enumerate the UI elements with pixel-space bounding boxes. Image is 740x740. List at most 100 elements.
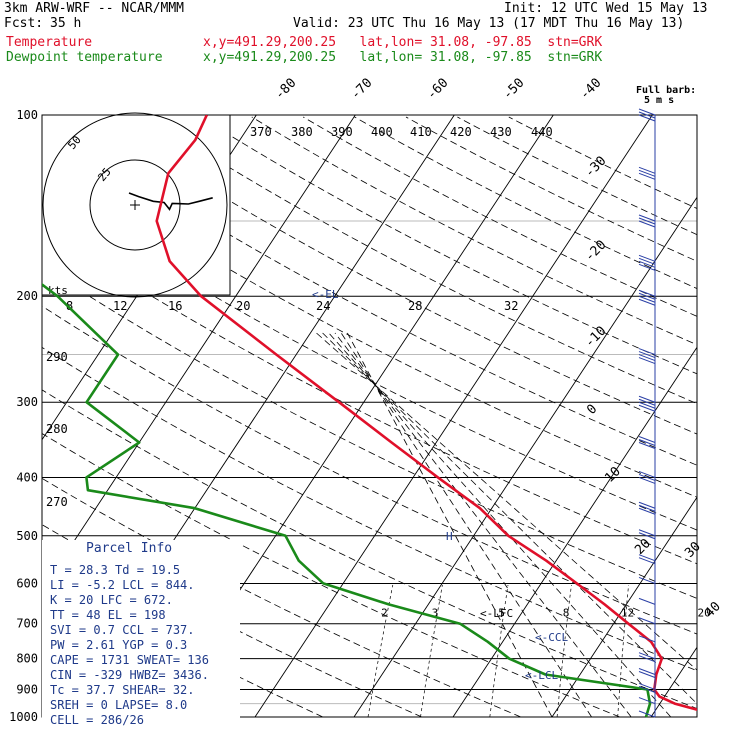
mixing-ratio-label: 3 (432, 607, 439, 620)
parcel-info-background (42, 540, 240, 730)
moist-adiabat (347, 332, 553, 718)
mixing-ratio-line (420, 584, 443, 718)
wind-barb (638, 108, 656, 116)
dewpoint-profile (42, 282, 652, 718)
moist-adiabat (328, 332, 672, 718)
wind-barb (638, 111, 656, 119)
isotherm-label: -70 (348, 76, 375, 103)
parcel-info-panel: Parcel Info T = 28.3 Td = 19.5LI = -5.2 L… (42, 540, 240, 730)
parcel-info-row: LI = -5.2 LCL = 844. (50, 578, 195, 592)
theta-label: 270 (46, 495, 68, 509)
pressure-label: 700 (16, 617, 38, 631)
parcel-info-row: T = 28.3 Td = 19.5 (50, 563, 180, 577)
parcel-info-row: CELL = 286/26 (50, 713, 144, 727)
wind-barb (638, 166, 656, 174)
wind-barb (638, 354, 656, 362)
speed-tick-label: 28 (408, 299, 422, 313)
wind-barb (638, 529, 656, 537)
theta-label: 290 (46, 350, 68, 364)
wind-barbs: Full barb:5 m s (636, 85, 696, 718)
speed-tick-label: 24 (316, 299, 330, 313)
mixing-ratio-line (556, 584, 572, 718)
wind-barb (638, 710, 656, 718)
wind-barb (638, 504, 656, 512)
theta-label: 400 (371, 125, 393, 139)
wind-barb (638, 357, 656, 365)
dry-adiabat (302, 116, 697, 317)
wind-barb (638, 685, 656, 693)
wind-barb (638, 292, 656, 300)
parcel-info-row: K = 20 LFC = 672. (50, 593, 173, 607)
barb-legend: 5 m s (644, 95, 674, 106)
wind-barb (638, 473, 656, 481)
wind-barb (638, 263, 656, 271)
mixing-ratio-label: 5 (498, 607, 505, 620)
dry-adiabat (97, 116, 697, 435)
valid-time: Valid: 23 UTC Thu 16 May 13 (17 MDT Thu … (293, 16, 685, 31)
wind-barb (638, 439, 656, 446)
parcel-info-row: PW = 2.61 YGP = 0.3 (50, 638, 187, 652)
hodograph-ring (42, 112, 228, 298)
wind-barb (638, 682, 656, 690)
wind-barb (638, 169, 656, 177)
theta-label: 420 (450, 125, 472, 139)
model-title: 3km ARW-WRF -- NCAR/MMM (4, 1, 185, 16)
isotherm-label: -40 (577, 76, 604, 103)
isotherm-label: -10 (582, 324, 609, 351)
theta-label: 390 (331, 125, 353, 139)
isotherm-line (551, 496, 697, 718)
wind-barb (638, 217, 656, 225)
wind-barb (638, 398, 656, 406)
moist-adiabat (316, 332, 697, 671)
moist-adiabat (340, 332, 592, 718)
pressure-label: 200 (16, 289, 38, 303)
mixing-ratio-line (617, 584, 629, 718)
isotherm-line (353, 196, 697, 718)
wind-barb (638, 697, 656, 705)
speed-tick-label: 16 (168, 299, 182, 313)
mixing-ratio-label: 2 (381, 607, 388, 620)
mixing-ratio-line (698, 585, 704, 717)
mixing-ratio-line (367, 584, 394, 718)
wind-barb (638, 557, 656, 565)
wind-barb (638, 404, 656, 412)
wind-barb (638, 220, 656, 228)
wind-barb (638, 254, 656, 262)
dry-adiabat (200, 116, 697, 375)
wind-barb (638, 351, 656, 359)
theta-label: 440 (531, 125, 553, 139)
parcel-info-row: SREH = 0 LAPSE= 8.0 (50, 698, 187, 712)
temperature-legend-label: Temperature (6, 35, 93, 50)
wind-barb (638, 442, 656, 449)
mixing-ratio-label: 8 (563, 607, 570, 620)
temperature-location-info: x,y=491.29,200.25 lat,lon= 31.08, -97.85… (203, 35, 603, 50)
dry-adiabat (251, 116, 697, 346)
isotherm-label: -50 (500, 76, 527, 103)
wind-barb (638, 260, 656, 268)
forecast-label: Fcst: (4, 16, 44, 31)
pressure-label: 1000 (9, 710, 38, 724)
isotherm-line (650, 646, 697, 718)
barb-legend: Full barb: (636, 85, 696, 96)
wind-barb (638, 348, 656, 356)
mixing-ratio-label: 12 (621, 607, 634, 620)
theta-label: 280 (46, 422, 68, 436)
wind-barb (638, 668, 656, 675)
dry-adiabat (148, 116, 697, 405)
wind-barb (638, 172, 656, 180)
plot-frame (41, 114, 698, 718)
parcel-info-row: CIN = -329 HWBZ= 3436. (50, 668, 209, 682)
wind-barb (638, 597, 656, 605)
wind-barb (638, 576, 656, 584)
wind-barb (638, 507, 656, 515)
dry-adiabat (42, 265, 697, 599)
parcel-info-row: Tc = 37.7 SHEAR= 32. (50, 683, 195, 697)
ccl-marker: <-CCL (535, 631, 568, 644)
wind-barb (638, 289, 656, 297)
moist-adiabat (322, 332, 697, 705)
speed-tick-label: 32 (504, 299, 518, 313)
isotherm-label: -30 (582, 154, 609, 181)
forecast-hour: 35 h (50, 16, 82, 31)
